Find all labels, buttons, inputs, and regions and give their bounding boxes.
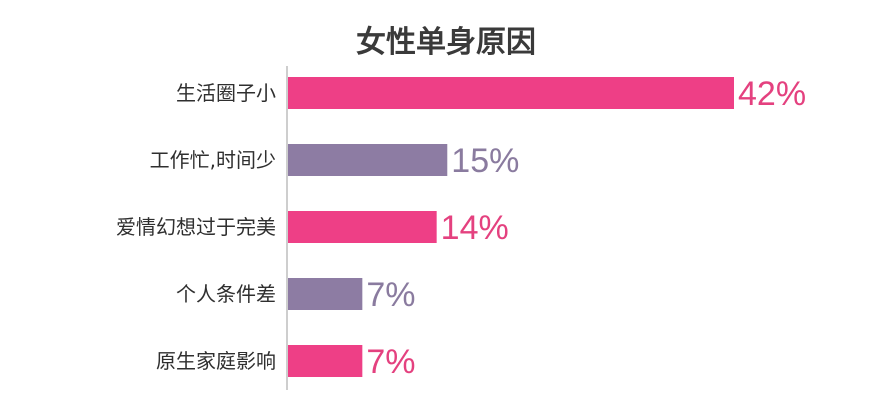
value-label: 15% [451, 142, 519, 180]
chart-title: 女性单身原因 [356, 25, 536, 60]
bar [288, 211, 437, 243]
category-label: 爱情幻想过于完美 [116, 215, 276, 239]
bar [288, 144, 448, 176]
category-label: 个人条件差 [176, 282, 276, 306]
category-label: 生活圈子小 [176, 81, 276, 105]
bar [288, 77, 734, 109]
category-label: 工作忙,时间少 [150, 148, 276, 172]
value-label: 42% [738, 75, 806, 113]
bars-group: 生活圈子小 42% 工作忙,时间少 15% 爱情幻想过于完美 14% 个人条件差 7% 原生家庭… [116, 75, 806, 381]
value-label: 7% [366, 276, 415, 314]
bar [288, 278, 363, 310]
category-label: 原生家庭影响 [156, 349, 276, 373]
value-label: 14% [441, 209, 509, 247]
bar [288, 345, 363, 377]
value-label: 7% [366, 343, 415, 381]
